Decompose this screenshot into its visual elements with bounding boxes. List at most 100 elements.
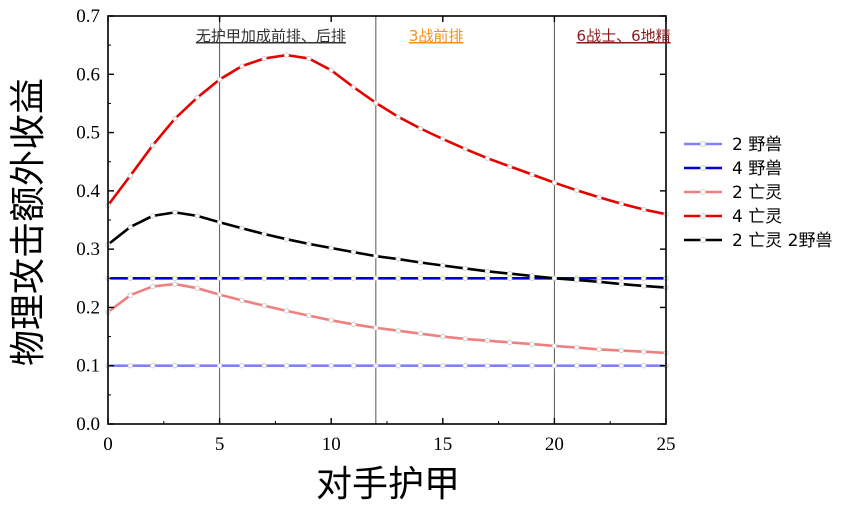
legend-label: 4 亡灵	[732, 207, 782, 227]
data-point	[373, 275, 379, 281]
data-point	[641, 275, 647, 281]
y-tick-label: 0.7	[76, 6, 100, 27]
data-point	[350, 84, 357, 90]
data-point	[618, 201, 625, 207]
series-line	[107, 211, 667, 289]
data-point	[306, 275, 312, 281]
data-point	[328, 363, 334, 369]
data-point	[261, 363, 267, 369]
data-point	[172, 275, 178, 281]
data-point	[373, 100, 379, 106]
data-point	[239, 297, 245, 304]
data-point	[484, 268, 491, 274]
data-point	[417, 331, 424, 337]
data-point	[328, 67, 334, 73]
data-point	[596, 346, 602, 353]
data-point	[417, 275, 424, 281]
data-point	[149, 275, 156, 281]
data-point	[417, 125, 424, 132]
x-tick-label: 15	[433, 434, 452, 455]
region-label: 6战士、6地精	[577, 27, 671, 45]
data-point	[216, 219, 223, 225]
data-point	[574, 277, 580, 283]
x-tick-label: 0	[103, 434, 113, 455]
data-point	[149, 142, 156, 149]
series-line	[106, 53, 667, 216]
data-point	[194, 363, 200, 369]
data-point	[618, 347, 625, 354]
data-point	[261, 275, 267, 281]
annotations: 无护甲加成前排、后排 3战前排 6战士、6地精	[196, 27, 671, 45]
data-point	[127, 363, 133, 369]
x-tick-label: 10	[322, 434, 341, 455]
data-point	[283, 308, 290, 314]
data-point	[350, 275, 357, 281]
data-point	[417, 363, 424, 369]
axes: 0 5 10 15 20 25 0.0 0.1 0.2 0.3 0.4 0.5 0.6 0.7	[76, 6, 675, 455]
data-point	[261, 231, 267, 237]
data-point	[239, 63, 245, 69]
data-point	[395, 275, 401, 281]
data-point	[194, 94, 200, 101]
data-point	[440, 275, 446, 281]
y-tick-label: 0.2	[76, 297, 100, 318]
data-point	[395, 363, 401, 369]
data-point	[127, 292, 133, 298]
data-point	[484, 275, 491, 281]
data-point	[283, 236, 290, 242]
y-axis-title: 物理攻击额外收益	[8, 78, 49, 366]
data-point	[574, 187, 580, 193]
data-point	[172, 209, 178, 216]
data-point	[373, 363, 379, 369]
data-point	[283, 275, 290, 281]
x-tick-label: 20	[545, 434, 564, 455]
data-point	[350, 249, 357, 255]
data-point	[216, 275, 223, 281]
x-tick-label: 5	[215, 434, 225, 455]
data-point	[127, 173, 133, 179]
data-point	[194, 213, 200, 219]
data-point	[149, 363, 156, 369]
data-point	[127, 275, 133, 281]
data-point	[239, 275, 245, 281]
data-point	[462, 275, 468, 281]
legend-marker	[700, 213, 706, 219]
data-point	[306, 241, 312, 247]
data-point	[283, 52, 290, 58]
data-point	[641, 349, 647, 355]
data-point	[395, 328, 401, 334]
data-point	[462, 146, 468, 152]
data-point	[350, 363, 357, 369]
x-axis-title: 对手护甲	[316, 464, 460, 505]
data-point	[462, 336, 468, 342]
data-point	[306, 363, 312, 369]
legend-marker	[700, 165, 706, 171]
data-point	[529, 341, 535, 347]
data-point	[484, 155, 491, 161]
data-point	[328, 275, 334, 281]
data-point	[641, 206, 647, 213]
data-point	[507, 363, 513, 369]
data-point	[283, 363, 290, 369]
data-point	[172, 115, 178, 122]
data-point	[261, 303, 267, 309]
data-point	[618, 363, 625, 369]
data-point	[149, 283, 156, 290]
legend-label: 2 亡灵 2野兽	[732, 231, 832, 251]
data-point	[641, 283, 647, 289]
data-point	[529, 363, 535, 369]
data-point	[395, 114, 401, 120]
data-point	[261, 55, 267, 62]
region-label: 无护甲加成前排、后排	[196, 27, 346, 45]
legend-label: 2 亡灵	[732, 183, 782, 203]
data-point	[127, 224, 133, 230]
data-point	[216, 291, 223, 298]
legend-label: 4 野兽	[732, 159, 782, 179]
data-point	[618, 275, 625, 281]
data-point	[529, 273, 535, 279]
data-point	[239, 225, 245, 231]
data-point	[574, 344, 580, 351]
data-point	[395, 256, 401, 262]
data-point	[306, 312, 312, 319]
data-point	[306, 55, 312, 62]
